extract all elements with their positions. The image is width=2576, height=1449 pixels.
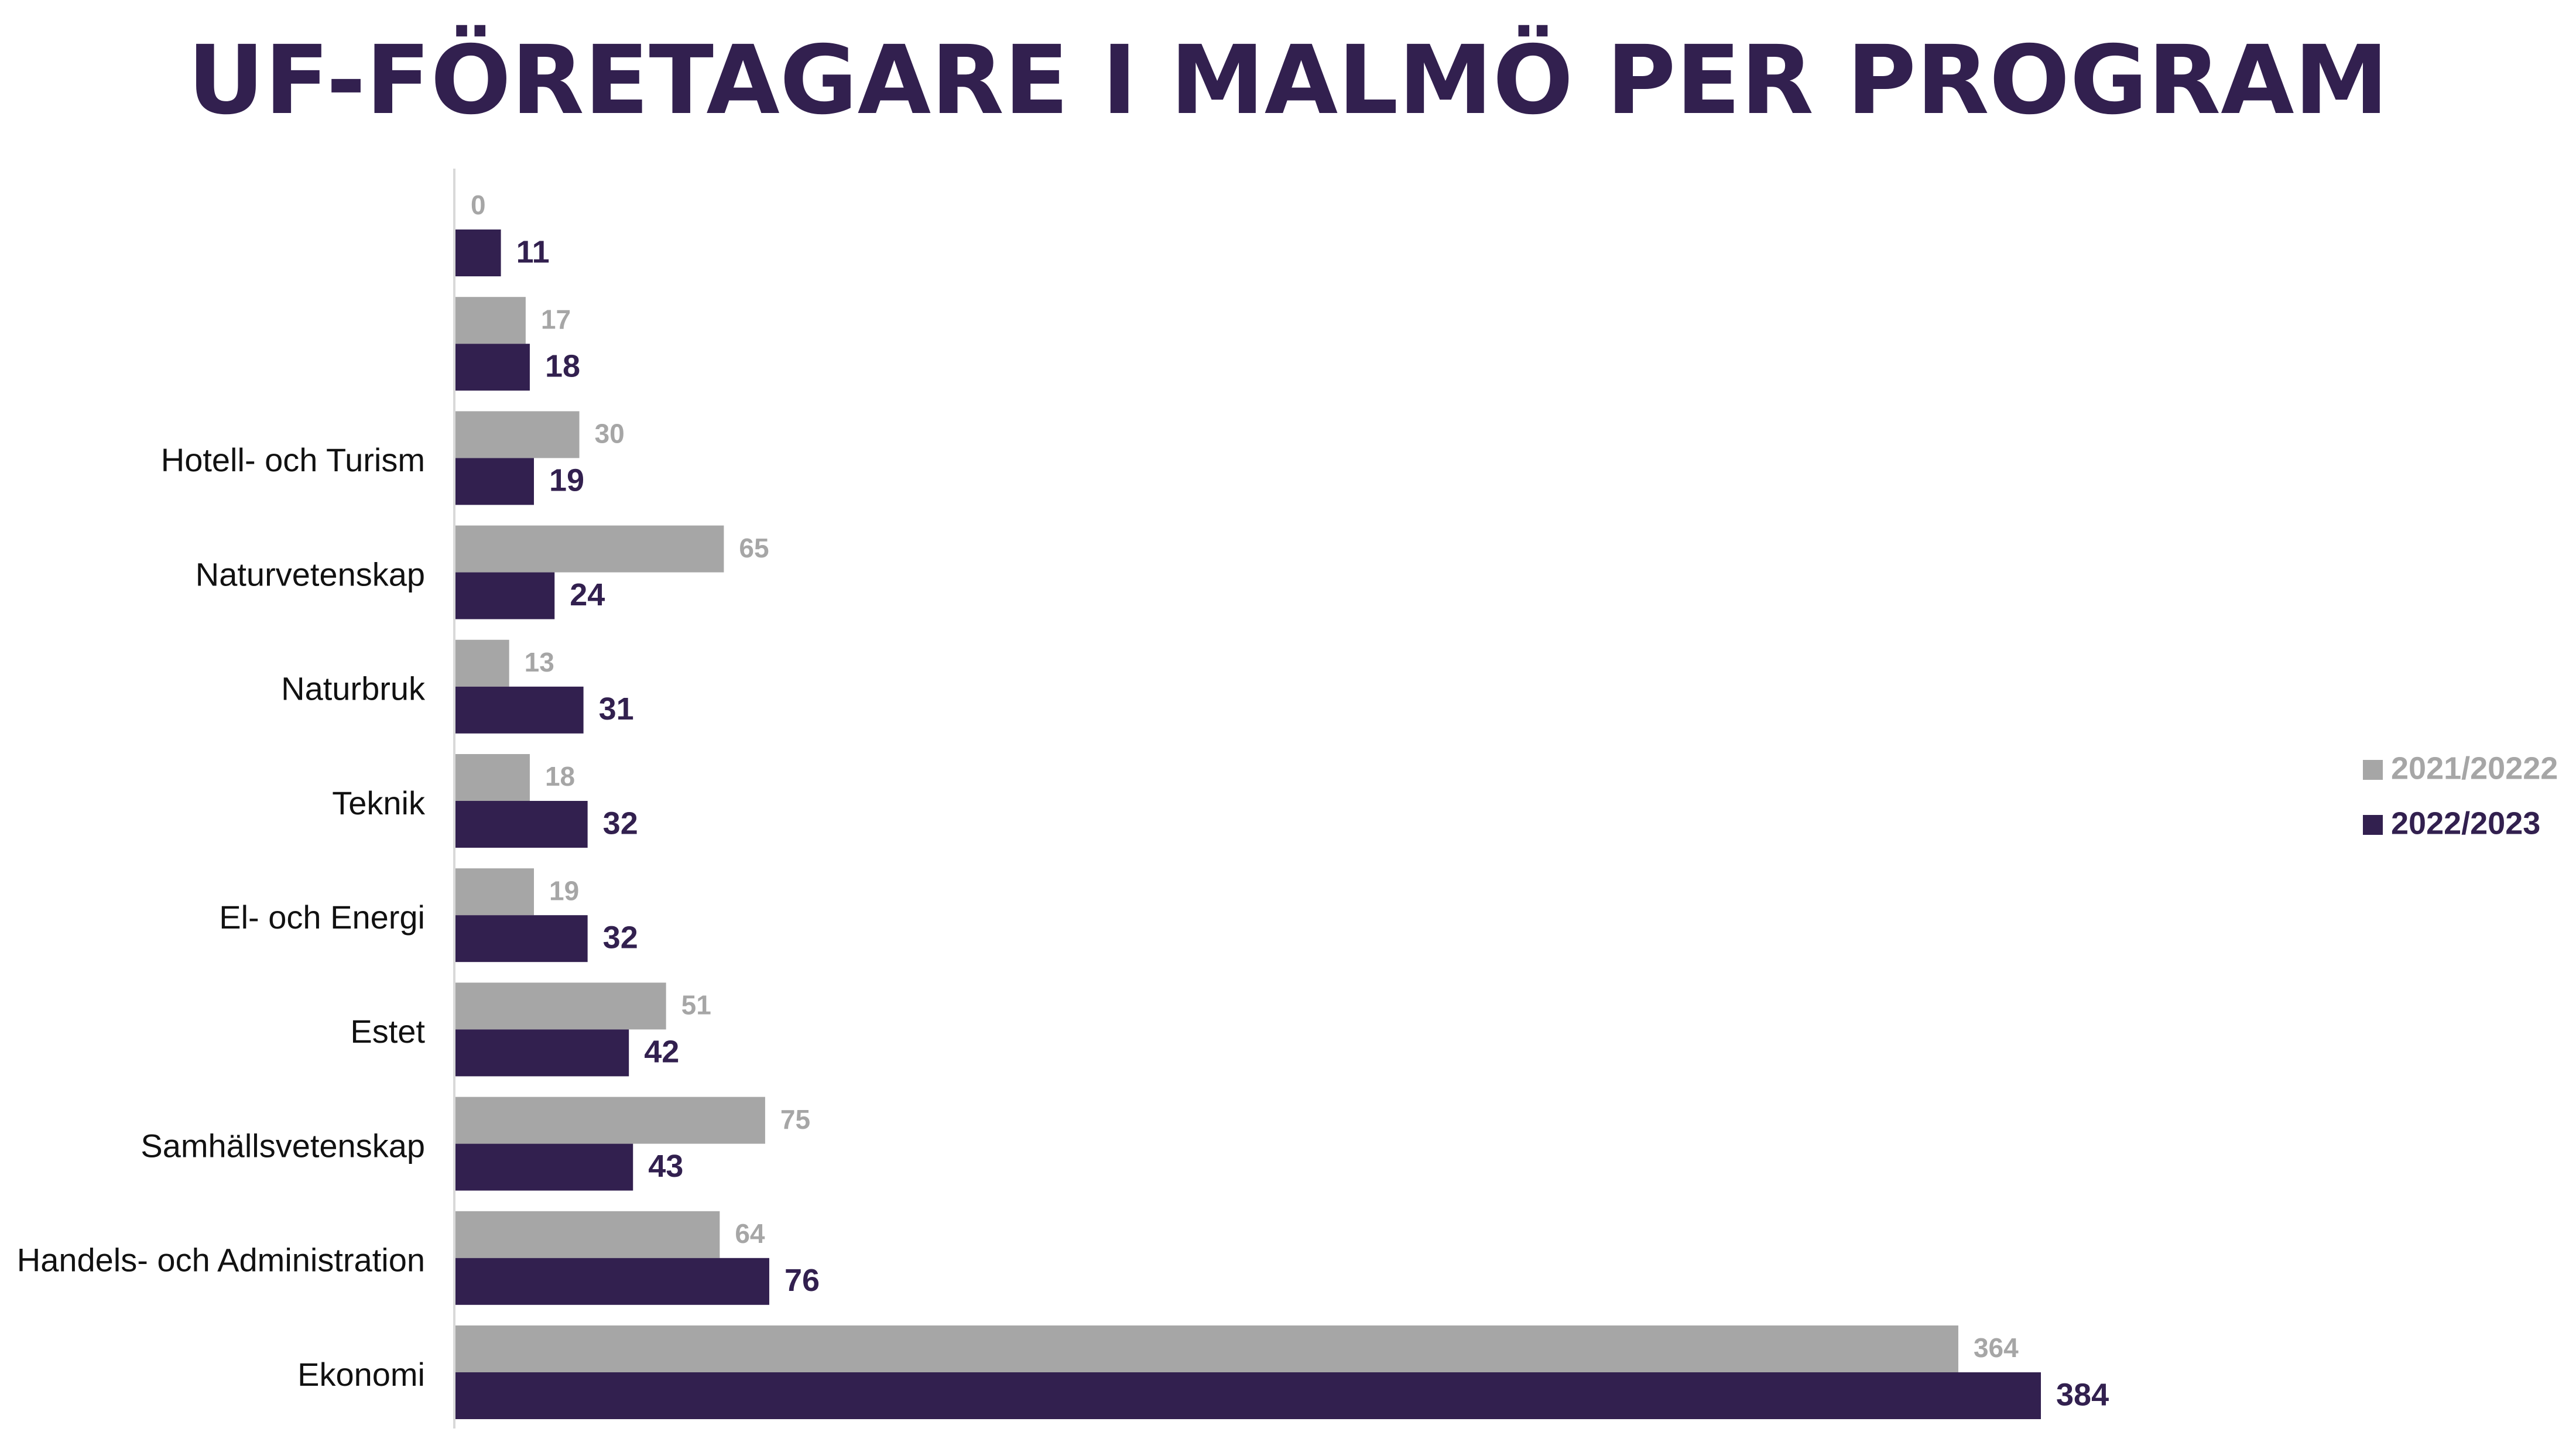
bar-series-1 bbox=[455, 1211, 720, 1258]
category-label: Estet bbox=[350, 1013, 425, 1050]
legend-swatch bbox=[2363, 815, 2383, 835]
legend: 2021/20222 2022/2023 bbox=[2363, 751, 2558, 841]
data-label: 64 bbox=[735, 1218, 765, 1249]
data-label: 43 bbox=[648, 1149, 683, 1184]
category-label: Naturbruk bbox=[281, 670, 426, 707]
category-label: Ekonomi bbox=[297, 1356, 425, 1393]
data-label: 19 bbox=[549, 463, 584, 498]
data-label: 13 bbox=[525, 647, 554, 677]
data-label: 18 bbox=[545, 348, 580, 383]
bar-series-1 bbox=[455, 868, 534, 916]
category-label: El- och Energi bbox=[219, 899, 425, 936]
bar-series-1 bbox=[455, 525, 724, 573]
data-label: 0 bbox=[471, 190, 486, 220]
bar-series-1 bbox=[455, 297, 526, 344]
data-label: 24 bbox=[570, 577, 605, 612]
category-label: Hotell- och Turism bbox=[161, 441, 425, 478]
category-label: Samhällsvetenskap bbox=[141, 1127, 425, 1164]
data-label: 75 bbox=[780, 1104, 810, 1135]
data-label: 31 bbox=[599, 691, 634, 727]
bar-series-2 bbox=[455, 458, 534, 505]
data-label: 17 bbox=[541, 304, 571, 334]
data-label: 384 bbox=[2056, 1377, 2109, 1412]
category-label: Teknik bbox=[332, 785, 426, 821]
data-label: 30 bbox=[595, 419, 625, 449]
bar-series-2 bbox=[455, 572, 555, 619]
bar-series-2 bbox=[455, 915, 588, 962]
bar-series-2 bbox=[455, 1258, 769, 1305]
legend-label: 2022/2023 bbox=[2391, 806, 2540, 841]
data-label: 42 bbox=[644, 1034, 679, 1070]
data-label: 32 bbox=[603, 806, 638, 841]
data-label: 11 bbox=[516, 234, 550, 269]
data-label: 19 bbox=[549, 875, 579, 906]
data-label: 364 bbox=[1974, 1332, 2019, 1363]
bar-series-2 bbox=[455, 344, 530, 391]
bar-series-1 bbox=[455, 1325, 1958, 1372]
bar-series-1 bbox=[455, 982, 666, 1030]
bar-series-1 bbox=[455, 754, 530, 801]
bar-series-1 bbox=[455, 411, 580, 458]
bar-series-2 bbox=[455, 229, 501, 276]
data-label: 65 bbox=[739, 533, 769, 563]
bar-series-2 bbox=[455, 1029, 629, 1077]
bar-series-2 bbox=[455, 1372, 2041, 1419]
bars-layer: 0 11 17 18 Hotell- och Turism 30 19 Naturvetens… bbox=[17, 190, 2109, 1419]
category-label: Naturvetenskap bbox=[196, 556, 425, 592]
bar-series-1 bbox=[455, 639, 509, 687]
legend-label: 2021/20222 bbox=[2391, 751, 2558, 786]
legend-swatch bbox=[2363, 760, 2383, 780]
bar-series-1 bbox=[455, 1097, 765, 1144]
data-label: 51 bbox=[681, 990, 711, 1020]
bar-series-2 bbox=[455, 1143, 633, 1191]
data-label: 32 bbox=[603, 920, 638, 955]
category-label: Handels- och Administration bbox=[17, 1242, 425, 1279]
data-label: 76 bbox=[785, 1263, 820, 1298]
bar-series-2 bbox=[455, 801, 588, 848]
chart-title: UF-FÖRETAGARE I MALMÖ PER PROGRAM bbox=[187, 26, 2389, 136]
bar-series-2 bbox=[455, 686, 584, 734]
data-label: 18 bbox=[545, 761, 575, 792]
